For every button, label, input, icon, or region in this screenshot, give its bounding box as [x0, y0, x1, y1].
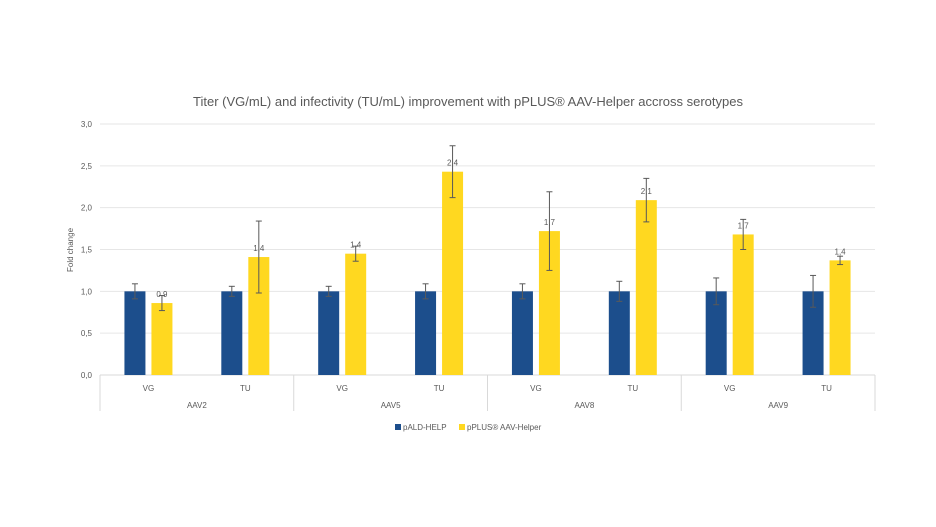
error-bar: [255, 220, 262, 294]
y-tick-label: 3,0: [81, 120, 93, 129]
legend: pALD-HELP pPLUS® AAV-Helper: [395, 423, 542, 432]
chart-title: Titer (VG/mL) and infectivity (TU/mL) im…: [193, 94, 743, 109]
y-tick-labels: 0,0 0,5 1,0 1,5 2,0 2,5 3,0: [81, 120, 93, 380]
error-bar: [325, 285, 332, 297]
legend-label-pplus-aav-helper: pPLUS® AAV-Helper: [467, 423, 542, 432]
y-tick-label: 0,5: [81, 329, 93, 338]
error-bar: [352, 245, 359, 262]
y-tick-label: 2,5: [81, 162, 93, 171]
y-tick-label: 0,0: [81, 371, 93, 380]
x-tick-label: TU: [821, 384, 832, 393]
x-tick-label: TU: [627, 384, 638, 393]
bar: [705, 291, 727, 375]
group-label: AAV5: [381, 401, 401, 410]
x-tick-label: TU: [434, 384, 445, 393]
bar: [608, 291, 630, 375]
bar: [511, 291, 533, 375]
data-label: 1,4: [253, 244, 265, 253]
bar: [151, 303, 173, 375]
error-bar: [810, 274, 817, 308]
x-tick-label: VG: [530, 384, 542, 393]
bar: [442, 171, 464, 375]
bar: [221, 291, 243, 375]
bar: [318, 291, 340, 375]
data-label: 1,4: [835, 247, 847, 256]
x-tick-label: VG: [143, 384, 155, 393]
error-bar: [740, 218, 747, 250]
x-axis: VG TU AAV2 VG TU AAV5 VG TU AAV8 VG TU AAV9: [99, 375, 876, 411]
group-label: AAV2: [187, 401, 207, 410]
group-label: AAV9: [768, 401, 788, 410]
error-bar: [519, 283, 526, 300]
x-tick-label: VG: [724, 384, 736, 393]
bar: [124, 291, 146, 375]
data-label: 1,7: [544, 218, 556, 227]
x-tick-label: VG: [336, 384, 348, 393]
legend-swatch-pplus-aav-helper: [459, 424, 465, 430]
data-labels: 0,9 1,4 1,4 2,4 1,7 2,1 1,7 1,4: [156, 159, 846, 299]
y-tick-label: 1,5: [81, 246, 93, 255]
y-tick-label: 1,0: [81, 287, 93, 296]
error-bar: [546, 191, 553, 271]
bar: [248, 257, 270, 375]
error-bar: [158, 295, 165, 312]
group-label: AAV8: [574, 401, 594, 410]
bar: [345, 253, 367, 375]
x-tick-label: TU: [240, 384, 251, 393]
error-bar: [449, 145, 456, 199]
bar: [635, 200, 657, 375]
legend-swatch-pald-help: [395, 424, 401, 430]
bars: [124, 171, 851, 375]
gridlines: [100, 123, 875, 376]
bar: [538, 231, 560, 375]
data-label: 2,1: [641, 187, 653, 196]
bar: [415, 291, 437, 375]
bar: [732, 234, 754, 375]
data-label: 1,7: [738, 221, 750, 230]
error-bar: [131, 283, 138, 300]
error-bar: [643, 177, 650, 223]
bar: [802, 291, 824, 375]
error-bars: [131, 145, 844, 312]
data-label: 2,4: [447, 159, 459, 168]
legend-label-pald-help: pALD-HELP: [403, 423, 447, 432]
error-bar: [422, 283, 429, 300]
error-bar: [837, 255, 844, 266]
error-bar: [713, 277, 720, 306]
bar: [829, 260, 851, 375]
y-tick-label: 2,0: [81, 204, 93, 213]
data-label: 1,4: [350, 241, 362, 250]
y-axis-title: Fold change: [66, 227, 75, 272]
data-label: 0,9: [156, 290, 168, 299]
error-bar: [616, 280, 623, 302]
error-bar: [228, 285, 235, 297]
